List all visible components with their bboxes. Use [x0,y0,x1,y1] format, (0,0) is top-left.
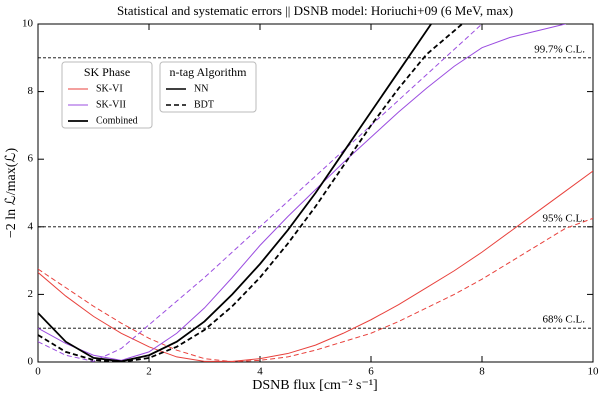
y-tick-label: 4 [28,220,34,232]
y-tick-label: 6 [28,153,34,165]
y-tick-label: 8 [28,85,34,97]
x-axis-label: DSNB flux [cm⁻² s⁻¹] [252,378,377,393]
series-line [38,170,593,362]
series-line [38,24,433,362]
legend-box [159,61,257,113]
chart-title: Statistical and systematic errors || DSN… [117,3,513,18]
reference-label: 95% C.L. [543,212,586,224]
legend-label: SK-VII [96,99,126,110]
reference-label: 68% C.L. [543,314,586,326]
x-tick-label: 6 [368,366,374,378]
series-line [38,217,593,362]
plot-frame [37,23,594,363]
legend-box [61,61,153,129]
series-line [38,24,483,362]
legend-label: SK-VI [96,83,123,94]
series-line [38,24,464,362]
y-tick-label: 0 [28,356,34,368]
x-tick-label: 10 [588,366,600,378]
x-tick-label: 0 [35,366,41,378]
plot-area [38,24,593,362]
x-tick-label: 4 [257,366,263,378]
series-line [38,24,567,361]
legend-label: NN [194,83,208,94]
y-axis-label: −2 ln ℒ/max(ℒ) [4,148,19,239]
legend-label: Combined [96,115,138,126]
legend-label: BDT [194,99,214,110]
y-tick-label: 2 [28,288,34,300]
legend-title: SK Phase [84,65,130,79]
reference-label: 99.7% C.L. [534,43,585,55]
x-tick-label: 8 [479,366,485,378]
x-tick-label: 2 [146,366,152,378]
legend-title: n-tag Algorithm [170,65,248,79]
y-tick-label: 10 [22,18,34,30]
